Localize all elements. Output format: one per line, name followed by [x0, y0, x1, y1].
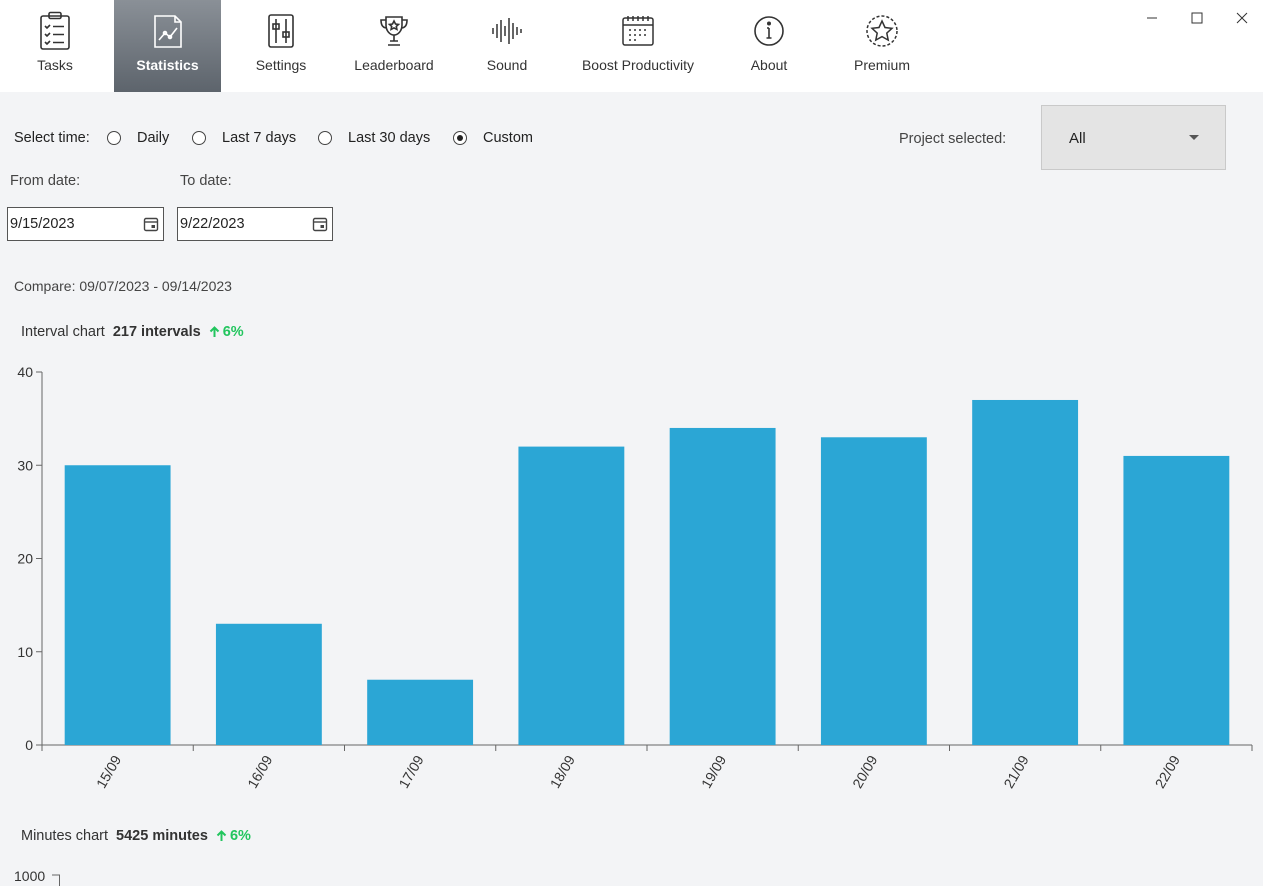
- tab-about[interactable]: About: [731, 0, 807, 92]
- radio-custom-label[interactable]: Custom: [483, 130, 533, 146]
- select-time-label: Select time:: [14, 130, 90, 146]
- to-date-input[interactable]: 9/22/2023: [177, 207, 333, 241]
- info-icon: [751, 12, 787, 50]
- tab-settings[interactable]: Settings: [235, 0, 327, 92]
- project-dropdown[interactable]: All: [1041, 105, 1226, 170]
- radio-last-30-days-label[interactable]: Last 30 days: [348, 130, 431, 146]
- tab-label: Sound: [486, 57, 528, 73]
- tab-sound[interactable]: Sound: [468, 0, 546, 92]
- calendar-picker-icon[interactable]: [143, 216, 159, 232]
- x-tick-label: 16/09: [244, 752, 275, 791]
- bar-20-09: [820, 437, 927, 745]
- arrow-up-icon: [216, 830, 227, 841]
- interval-change-badge: 6%: [209, 324, 244, 340]
- x-tick-label: 17/09: [395, 752, 426, 791]
- minimize-button[interactable]: [1141, 8, 1163, 28]
- tab-label: Tasks: [37, 57, 73, 73]
- radio-last-30-days[interactable]: [318, 131, 332, 145]
- interval-bar-chart: 0 10 20 30 40 15/09 16/09 17/09 18/09 19/09 20/09 2…: [17, 364, 1253, 791]
- bar-21-09: [972, 399, 1079, 745]
- tab-statistics[interactable]: Statistics: [114, 0, 221, 92]
- bar-18-09: [518, 446, 625, 745]
- minutes-change-value: 6%: [229, 828, 251, 844]
- y-tick-label: 30: [17, 457, 33, 473]
- interval-chart-header: Interval chart 217 intervals 6%: [21, 324, 244, 340]
- minutes-chart-axis: [52, 874, 60, 886]
- calendar-icon: [620, 12, 656, 50]
- interval-count: 217 intervals: [112, 324, 201, 340]
- minimize-icon: [1147, 17, 1157, 19]
- y-tick-label: 40: [17, 364, 33, 380]
- top-nav-bar: Tasks Statistics Settings: [0, 0, 1263, 92]
- x-tick-label: 21/09: [1000, 752, 1031, 791]
- y-tick-label: 20: [17, 551, 33, 567]
- tab-label: About: [750, 57, 788, 73]
- x-tick-label: 18/09: [547, 752, 578, 791]
- arrow-up-icon: [209, 326, 219, 337]
- calendar-picker-icon[interactable]: [312, 216, 328, 232]
- close-icon: [1236, 12, 1248, 24]
- x-tick-label: 19/09: [698, 752, 729, 791]
- from-date-label: From date:: [10, 173, 81, 189]
- project-selected-label: Project selected:: [899, 131, 1007, 147]
- bar-22-09: [1123, 455, 1230, 745]
- interval-change-value: 6%: [222, 324, 244, 340]
- from-date-input[interactable]: 9/15/2023: [7, 207, 164, 241]
- x-tick-label: 20/09: [849, 752, 880, 791]
- chart-icon: [150, 12, 186, 50]
- chevron-down-icon: [1189, 135, 1199, 140]
- minutes-chart-ytick: 1000: [14, 868, 46, 884]
- bar-17-09: [367, 679, 474, 745]
- x-tick-label: 15/09: [93, 752, 124, 791]
- radio-daily[interactable]: [107, 131, 121, 145]
- compare-text: Compare: 09/07/2023 - 09/14/2023: [14, 278, 232, 294]
- radio-custom[interactable]: [453, 131, 467, 145]
- to-date-value: 9/22/2023: [180, 216, 245, 232]
- interval-chart-title: Interval chart: [21, 324, 105, 340]
- maximize-icon: [1191, 12, 1203, 24]
- sliders-icon: [263, 12, 299, 50]
- radio-last-7-days-label[interactable]: Last 7 days: [222, 130, 297, 146]
- tab-premium[interactable]: Premium: [840, 0, 924, 92]
- bar-19-09: [669, 427, 776, 745]
- tab-leaderboard[interactable]: Leaderboard: [343, 0, 445, 92]
- project-dropdown-value: All: [1069, 130, 1086, 147]
- maximize-button[interactable]: [1186, 8, 1208, 28]
- tab-boost-productivity[interactable]: Boost Productivity: [570, 0, 706, 92]
- minutes-count: 5425 minutes: [116, 828, 208, 844]
- sound-wave-icon: [489, 12, 525, 50]
- bar-16-09: [215, 623, 322, 745]
- tab-label: Premium: [853, 57, 910, 73]
- x-tick-label: 22/09: [1152, 752, 1183, 791]
- tab-label: Leaderboard: [354, 57, 434, 73]
- close-button[interactable]: [1231, 8, 1253, 28]
- minutes-chart-header: Minutes chart 5425 minutes 6%: [21, 828, 251, 844]
- minutes-change-badge: 6%: [216, 828, 251, 844]
- star-badge-icon: [864, 12, 900, 50]
- from-date-value: 9/15/2023: [10, 216, 75, 232]
- y-tick-label: 0: [25, 737, 33, 753]
- trophy-icon: [376, 12, 412, 50]
- y-tick-label: 10: [17, 644, 33, 660]
- tab-label: Settings: [255, 57, 307, 73]
- tab-tasks[interactable]: Tasks: [0, 0, 110, 92]
- radio-last-7-days[interactable]: [192, 131, 206, 145]
- radio-daily-label[interactable]: Daily: [137, 130, 170, 146]
- clipboard-checklist-icon: [37, 11, 73, 50]
- tab-label: Statistics: [136, 57, 199, 73]
- minutes-chart-title: Minutes chart: [21, 828, 109, 844]
- bar-15-09: [64, 465, 171, 745]
- tab-label: Boost Productivity: [581, 57, 695, 73]
- to-date-label: To date:: [180, 173, 232, 189]
